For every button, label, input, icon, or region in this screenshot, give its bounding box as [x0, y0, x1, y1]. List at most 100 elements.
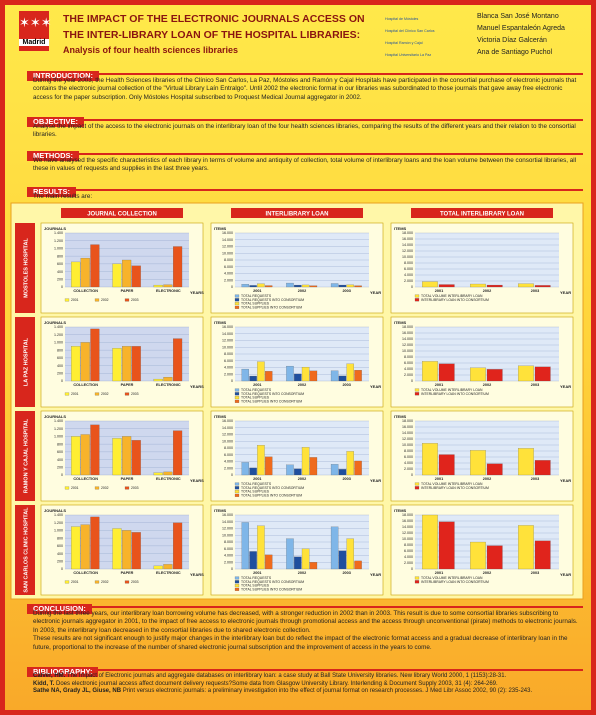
x-axis-label: YEAR [560, 290, 571, 295]
x-tick-label: 2002 [483, 477, 491, 481]
bar [486, 284, 503, 288]
y-tick-label: 0 [231, 473, 233, 477]
authors: Blanca San José Montano Manuel Espantale… [477, 11, 565, 59]
bar [354, 560, 362, 570]
legend-label: INTERLIBRARY LOAN INTO CONSORTIUM [421, 580, 489, 584]
bar [534, 285, 551, 288]
y-tick-label: 6.000 [404, 455, 413, 459]
author: Victoria Díaz Galcerán [477, 37, 547, 44]
y-tick-label: 6.000 [224, 453, 233, 457]
column-header-box [61, 208, 183, 218]
bar [163, 471, 173, 476]
logo: ✶✶✶ Madrid [19, 11, 52, 51]
legend-swatch [234, 490, 240, 494]
column-header-box [231, 208, 363, 218]
bar [309, 562, 318, 570]
x-tick-label: 2002 [298, 383, 306, 387]
y-tick-label: 8.000 [224, 258, 233, 262]
x-tick-label: PAPER [121, 383, 134, 387]
y-tick-label: 14.000 [222, 520, 233, 524]
bar [71, 436, 81, 476]
legend-label: 2003 [131, 486, 139, 490]
title-line: THE INTER-LIBRARY LOAN OF THE HOSPITAL L… [63, 29, 361, 41]
y-tick-label: 10.000 [222, 345, 233, 349]
legend-label: TOTAL REQUESTS [241, 294, 272, 298]
x-axis-label: YEAR [560, 572, 571, 577]
y-tick-label: 0 [231, 285, 233, 289]
y-tick-label: 12.000 [222, 245, 233, 249]
bar [338, 375, 347, 382]
y-tick-label: 400 [57, 552, 63, 556]
y-tick-label: 6.000 [404, 549, 413, 553]
section-label: BIBLIOGRAPHY: [27, 667, 99, 677]
legend-swatch [234, 486, 240, 490]
y-tick-label: 8.000 [404, 449, 413, 453]
y-tick-label: 800 [57, 254, 63, 258]
legend-label: TOTAL SUPPLIES INTO CONSORTIUM [241, 399, 302, 403]
bar [173, 522, 183, 570]
legend-swatch [234, 305, 240, 309]
legend-label: TOTAL REQUESTS INTO CONSORTIUM [241, 580, 304, 584]
objective-text: Analyse the impact of the access to the … [33, 123, 576, 139]
legend-swatch [234, 399, 240, 403]
y-tick-label: 1.000 [54, 529, 63, 533]
bar [241, 522, 249, 570]
column-header-box [411, 208, 553, 218]
legend-swatch [64, 486, 70, 490]
x-axis-label: YEAR [560, 384, 571, 389]
legend-label: TOTAL REQUESTS INTO CONSORTIUM [241, 392, 304, 396]
x-tick-label: 2001 [253, 383, 261, 387]
bar [534, 540, 551, 570]
bar [173, 246, 183, 288]
x-tick-label: 2003 [531, 383, 539, 387]
y-tick-label: 16.000 [222, 325, 233, 329]
bar [518, 448, 534, 476]
y-tick-label: 14.000 [402, 337, 413, 341]
paragraph: During the last three years, our interli… [33, 610, 578, 634]
y-tick-label: 4.000 [404, 555, 413, 559]
bar [265, 456, 273, 476]
legend-label: 2003 [131, 298, 139, 302]
y-tick-label: 200 [57, 465, 63, 469]
bar [153, 565, 163, 570]
subtitle: Analysis of four health sciences librari… [63, 45, 239, 55]
y-tick-label: 14.000 [402, 525, 413, 529]
intro-text: During the year 2003, the Health Science… [33, 77, 577, 101]
ref-author: Calver, HM. [33, 673, 66, 679]
legend-label: INTERLIBRARY LOAN INTO CONSORTIUM [421, 298, 489, 302]
bar [241, 368, 249, 382]
row-label: RAMON Y CAJAL HOSPITAL [24, 418, 30, 493]
bar [294, 284, 302, 288]
y-tick-label: 0 [411, 285, 413, 289]
x-axis-label: YEAR [370, 384, 381, 389]
bar [294, 373, 302, 382]
y-tick-label: 12.000 [222, 433, 233, 437]
y-tick-label: 0 [411, 473, 413, 477]
bar [112, 528, 122, 570]
bar [131, 532, 141, 570]
legend-swatch [64, 298, 70, 302]
section-bar: INTRODUCTION: [27, 65, 583, 81]
logo-text: Madrid [19, 39, 49, 46]
legend-label: TOTAL REQUESTS [241, 576, 272, 580]
legend-label: 2003 [131, 392, 139, 396]
x-tick-label: ELECTRONIC [156, 383, 181, 387]
legend-label: 2001 [71, 580, 79, 584]
x-tick-label: ELECTRONIC [156, 571, 181, 575]
x-axis-label: YEAR [370, 572, 381, 577]
hospital: Hospital de Móstoles [385, 17, 419, 21]
bar [330, 464, 339, 476]
x-tick-label: 2002 [483, 383, 491, 387]
y-tick-label: 1.400 [54, 513, 63, 517]
y-tick-label: 400 [57, 364, 63, 368]
bar [71, 346, 81, 382]
bar [309, 457, 318, 476]
legend-label: TOTAL SUPPLIES [241, 396, 270, 400]
y-axis-label: ITEMS [214, 414, 227, 419]
x-tick-label: 2002 [298, 477, 306, 481]
bar [438, 363, 455, 382]
bar [241, 462, 249, 476]
x-tick-label: ELECTRONIC [156, 289, 181, 293]
legend-swatch [124, 580, 130, 584]
